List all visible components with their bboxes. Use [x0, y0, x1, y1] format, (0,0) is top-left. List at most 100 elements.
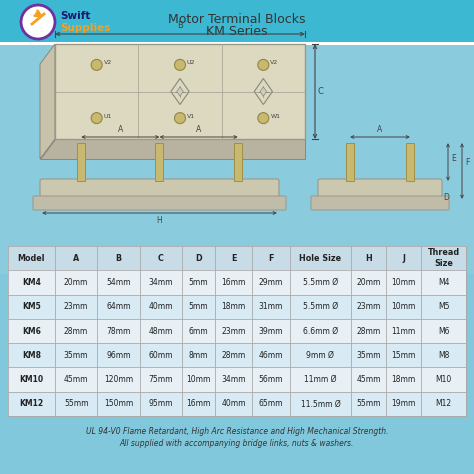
Bar [0, 0, 474, 42]
Text: W1: W1 [270, 114, 280, 118]
Text: D: D [443, 192, 449, 201]
Text: Hole Size: Hole Size [299, 254, 341, 263]
Text: 5.5mm Ø: 5.5mm Ø [303, 302, 338, 311]
Text: E: E [451, 154, 456, 163]
Text: F: F [465, 157, 469, 166]
Text: F: F [268, 254, 274, 263]
Text: UL 94-V0 Flame Retardant, High Arc Resistance and High Mechanical Strength.: UL 94-V0 Flame Retardant, High Arc Resis… [86, 428, 388, 437]
Text: 150mm: 150mm [104, 400, 133, 409]
Text: Supplies: Supplies [60, 23, 110, 33]
Text: M4: M4 [438, 278, 449, 287]
Bar [406, 143, 414, 181]
FancyBboxPatch shape [40, 179, 279, 201]
Text: J: J [402, 254, 405, 263]
Text: 55mm: 55mm [356, 400, 381, 409]
Text: 23mm: 23mm [356, 302, 381, 311]
Text: 10mm: 10mm [392, 302, 416, 311]
Text: A: A [196, 125, 201, 134]
Text: 96mm: 96mm [106, 351, 131, 360]
Text: 45mm: 45mm [64, 375, 88, 384]
Text: KM4: KM4 [22, 278, 41, 287]
Text: U1: U1 [104, 114, 112, 118]
Text: 78mm: 78mm [106, 327, 130, 336]
Text: All supplied with accompanying bridge links, nuts & washers.: All supplied with accompanying bridge li… [120, 439, 354, 448]
Text: A: A [118, 125, 123, 134]
Text: 40mm: 40mm [221, 400, 246, 409]
Text: Model: Model [18, 254, 45, 263]
Text: C: C [158, 254, 164, 263]
Text: 23mm: 23mm [64, 302, 88, 311]
Text: 28mm: 28mm [221, 351, 246, 360]
Bar [346, 143, 354, 181]
Text: 75mm: 75mm [148, 375, 173, 384]
Text: 34mm: 34mm [148, 278, 173, 287]
Text: 11mm Ø: 11mm Ø [304, 375, 337, 384]
Bar [8, 246, 466, 270]
Text: 56mm: 56mm [259, 375, 283, 384]
Bar [234, 143, 242, 181]
Bar [77, 143, 85, 181]
Text: 28mm: 28mm [356, 327, 381, 336]
Text: 28mm: 28mm [64, 327, 88, 336]
FancyBboxPatch shape [55, 44, 305, 139]
Text: B: B [115, 254, 121, 263]
Bar [8, 270, 466, 294]
Text: 20mm: 20mm [356, 278, 381, 287]
Text: D: D [195, 254, 201, 263]
Text: M10: M10 [436, 375, 452, 384]
Polygon shape [177, 87, 183, 96]
Text: KM10: KM10 [19, 375, 44, 384]
Text: 23mm: 23mm [221, 327, 246, 336]
Bar [8, 367, 466, 392]
Text: 6.6mm Ø: 6.6mm Ø [303, 327, 338, 336]
Text: KM6: KM6 [22, 327, 41, 336]
Text: 95mm: 95mm [148, 400, 173, 409]
Text: M12: M12 [436, 400, 452, 409]
Text: A: A [73, 254, 79, 263]
Circle shape [174, 59, 185, 71]
Text: 45mm: 45mm [356, 375, 381, 384]
Text: H: H [365, 254, 372, 263]
Text: 31mm: 31mm [259, 302, 283, 311]
Bar [0, 45, 474, 274]
Text: B: B [177, 21, 183, 30]
Text: Swift: Swift [60, 11, 91, 21]
Text: 5mm: 5mm [189, 278, 208, 287]
Bar [8, 294, 466, 319]
Text: M8: M8 [438, 351, 449, 360]
Polygon shape [40, 44, 55, 159]
FancyBboxPatch shape [33, 196, 286, 210]
Circle shape [91, 113, 102, 124]
Bar [8, 343, 466, 367]
Text: 29mm: 29mm [259, 278, 283, 287]
Text: 64mm: 64mm [106, 302, 131, 311]
Text: 35mm: 35mm [356, 351, 381, 360]
Text: 46mm: 46mm [259, 351, 283, 360]
Bar [8, 392, 466, 416]
Text: 60mm: 60mm [148, 351, 173, 360]
Text: 5mm: 5mm [189, 302, 208, 311]
Text: KM Series: KM Series [206, 25, 268, 37]
Text: Motor Terminal Blocks: Motor Terminal Blocks [168, 12, 306, 26]
Circle shape [258, 113, 269, 124]
Circle shape [174, 113, 185, 124]
Text: 10mm: 10mm [392, 278, 416, 287]
Text: V2: V2 [270, 60, 279, 65]
Text: 55mm: 55mm [64, 400, 88, 409]
Text: M6: M6 [438, 327, 449, 336]
Text: 120mm: 120mm [104, 375, 133, 384]
Text: U2: U2 [187, 60, 195, 65]
Text: 8mm: 8mm [189, 351, 208, 360]
Bar [0, 42, 474, 45]
Circle shape [91, 59, 102, 71]
Text: V1: V1 [187, 114, 195, 118]
Text: 20mm: 20mm [64, 278, 88, 287]
Text: 18mm: 18mm [392, 375, 416, 384]
Text: 48mm: 48mm [148, 327, 173, 336]
Text: 18mm: 18mm [221, 302, 246, 311]
Text: C: C [318, 87, 324, 96]
Text: KM12: KM12 [19, 400, 44, 409]
Text: 5.5mm Ø: 5.5mm Ø [303, 278, 338, 287]
Bar [8, 319, 466, 343]
Text: 16mm: 16mm [186, 400, 210, 409]
